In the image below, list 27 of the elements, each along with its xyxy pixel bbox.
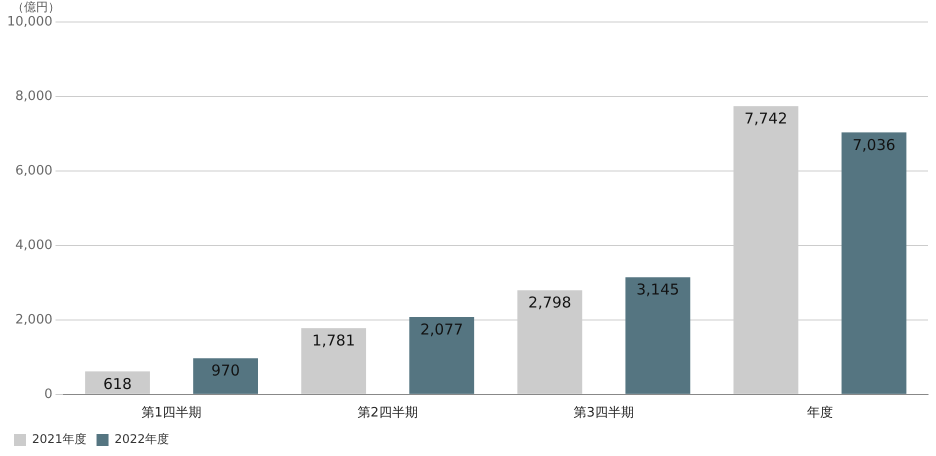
y-tick-label: 8,000 [15,88,52,104]
y-axis-title: （億円） [12,0,60,14]
y-tick-label: 4,000 [15,238,52,253]
bar [842,132,906,394]
bar [85,371,150,394]
bar [625,277,690,394]
x-tick-label: 第1四半期 [141,406,202,421]
y-tick-label: 6,000 [15,163,52,178]
bar [301,328,366,394]
y-tick-label: 10,000 [6,14,52,30]
data-label: 7,742 [744,109,788,128]
bar [193,358,258,394]
legend-label: 2022年度 [114,432,170,446]
y-tick-label: 0 [44,386,52,402]
x-tick-label: 第2四半期 [358,406,418,421]
x-tick-label: 年度 [806,404,833,421]
bar [409,317,474,394]
y-tick-label: 2,000 [15,312,52,328]
data-label: 1,781 [312,331,356,350]
data-label: 3,145 [636,280,680,299]
data-label: 618 [103,374,132,393]
x-tick-label: 第3四半期 [574,406,634,421]
data-label: 2,798 [528,294,572,312]
data-label: 2,077 [420,320,464,338]
legend-label: 2021年度 [32,432,87,446]
data-label: 970 [211,362,240,380]
data-label: 7,036 [852,136,896,154]
